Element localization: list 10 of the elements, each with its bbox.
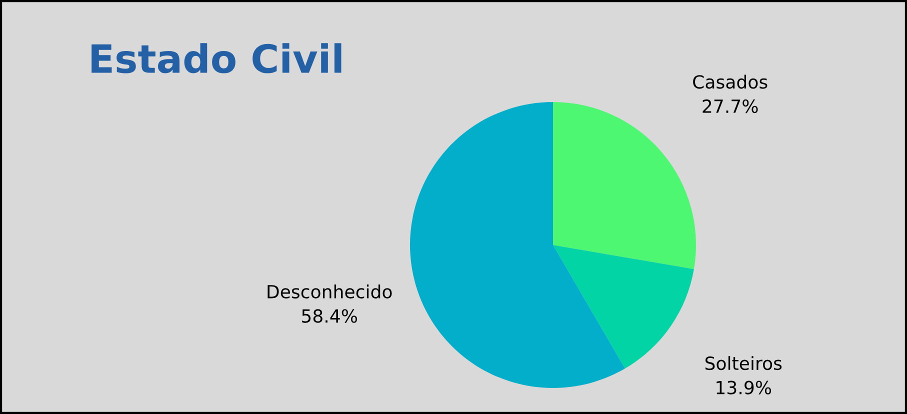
pie-slice [553,245,694,369]
data-label: 13.9% [716,380,772,394]
data-label: 58.4% [302,309,358,323]
chart-title: Estado Civil [92,43,342,74]
pie-slice [553,102,696,270]
pie-slice [410,102,626,388]
slice-label: Casados [693,74,768,89]
data-label: 27.7% [702,99,758,114]
slice-label: Desconhecido [268,284,392,298]
slice-label: Solteiros [705,356,782,370]
